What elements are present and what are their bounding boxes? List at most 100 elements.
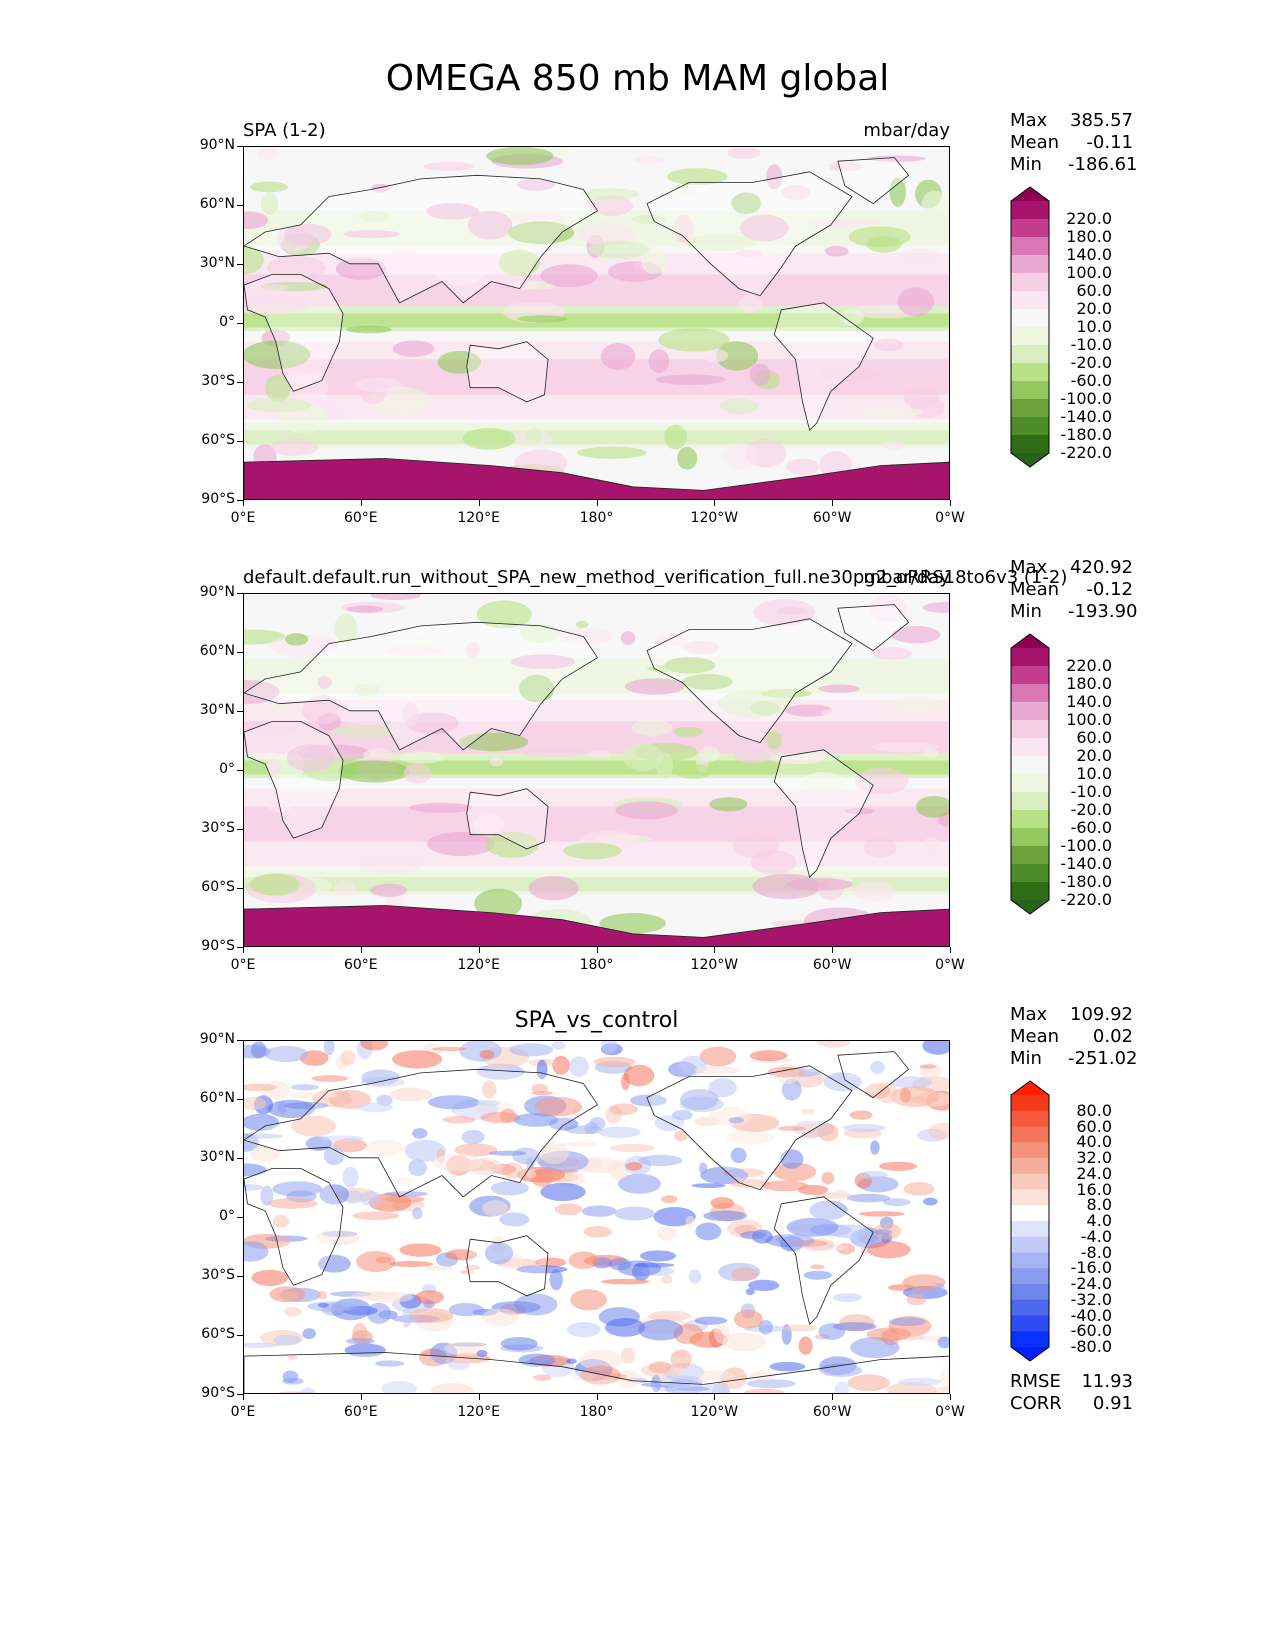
stat-row-max: Max 109.92 bbox=[1010, 1004, 1133, 1026]
lon-tick bbox=[478, 1394, 480, 1400]
lon-tick-label: 0°E bbox=[230, 1404, 256, 1420]
lat-tick-label: 30°N bbox=[199, 255, 235, 271]
lon-tick bbox=[714, 1394, 716, 1400]
lat-tick-label: 30°S bbox=[201, 373, 235, 389]
lat-tick bbox=[237, 947, 243, 948]
stat-row-min: Min -193.90 bbox=[1010, 601, 1137, 623]
panel-title-left: default.default.run_without_SPA_new_meth… bbox=[243, 567, 1068, 588]
colorbar-segment bbox=[1011, 1299, 1049, 1316]
stat-value: -186.61 bbox=[1068, 154, 1138, 175]
colorbar-tick-label: 40.0 bbox=[1076, 1132, 1112, 1152]
stat-label: Max bbox=[1010, 1004, 1048, 1025]
colorbar-segment bbox=[1011, 882, 1049, 901]
colorbar-tick-label: -10.0 bbox=[1070, 782, 1112, 801]
colorbar-segment bbox=[1011, 756, 1049, 775]
coastline bbox=[244, 1168, 344, 1286]
lon-tick-label: 180° bbox=[579, 1404, 614, 1420]
colorbar-tick-label: 24.0 bbox=[1076, 1163, 1112, 1183]
colorbar-segment bbox=[1011, 417, 1049, 436]
lat-tick bbox=[237, 1217, 243, 1218]
coastline bbox=[244, 274, 344, 392]
colorbar-extend-min bbox=[1011, 453, 1049, 467]
lon-tick-label: 60°W bbox=[812, 510, 852, 526]
lat-tick bbox=[237, 770, 243, 771]
colorbar-segment bbox=[1011, 345, 1049, 364]
colorbar-tick-label: -40.0 bbox=[1070, 1305, 1112, 1325]
coastline bbox=[837, 157, 910, 205]
colorbar-segment bbox=[1011, 1268, 1049, 1285]
colorbar-segment bbox=[1011, 846, 1049, 865]
lon-tick-label: 120°W bbox=[690, 1404, 739, 1420]
colorbar-tick-label: -20.0 bbox=[1070, 800, 1112, 819]
colorbar-tick-label: 8.0 bbox=[1086, 1195, 1112, 1215]
lat-tick bbox=[237, 1394, 243, 1395]
colorbar-tick-label: 60.0 bbox=[1076, 728, 1112, 747]
metric-row-corr: CORR 0.91 bbox=[1010, 1393, 1133, 1415]
lat-tick-label: 90°S bbox=[201, 1385, 235, 1401]
coastline bbox=[466, 1235, 549, 1297]
colorbar-tick-label: 4.0 bbox=[1086, 1211, 1112, 1230]
colorbar-diff bbox=[1010, 1080, 1050, 1362]
colorbar-tick-label: -180.0 bbox=[1060, 425, 1112, 444]
coastline bbox=[244, 721, 344, 839]
colorbar-segment bbox=[1011, 684, 1049, 703]
coastline bbox=[646, 171, 853, 297]
lat-tick-label: 90°N bbox=[199, 1031, 235, 1047]
colorbar-segment bbox=[1011, 774, 1049, 793]
lat-tick bbox=[237, 205, 243, 206]
colorbar-tick-label: 80.0 bbox=[1076, 1100, 1112, 1120]
lon-tick bbox=[832, 1394, 834, 1400]
lon-tick-label: 120°E bbox=[457, 1404, 500, 1420]
lat-tick bbox=[237, 500, 243, 501]
coastline bbox=[466, 341, 549, 403]
colorbar-tick-label: -140.0 bbox=[1060, 854, 1112, 873]
colorbar-segment bbox=[1011, 237, 1049, 256]
colorbar-segment bbox=[1011, 1315, 1049, 1332]
contour-field bbox=[244, 1041, 949, 1393]
coastline bbox=[773, 749, 874, 878]
lat-tick bbox=[237, 441, 243, 442]
lat-tick bbox=[237, 1040, 243, 1041]
stat-row-min: Min -251.02 bbox=[1010, 1048, 1138, 1070]
lat-tick-label: 30°N bbox=[199, 1149, 235, 1165]
lon-tick-label: 0°E bbox=[230, 957, 256, 973]
colorbar-segment bbox=[1011, 1189, 1049, 1206]
lat-tick-label: 30°N bbox=[199, 702, 235, 718]
colorbar-segment bbox=[1011, 1236, 1049, 1253]
colorbar-segment bbox=[1011, 435, 1049, 454]
coastline bbox=[244, 1068, 599, 1198]
lon-tick bbox=[243, 500, 244, 506]
lat-tick-label: 60°N bbox=[199, 643, 235, 659]
colorbar-segment bbox=[1011, 381, 1049, 400]
lon-tick bbox=[832, 947, 834, 953]
colorbar-tick-label: 20.0 bbox=[1076, 746, 1112, 765]
lon-tick bbox=[596, 1394, 598, 1400]
coastline bbox=[244, 174, 599, 304]
lon-tick-label: 120°E bbox=[457, 510, 500, 526]
colorbar-segment bbox=[1011, 291, 1049, 310]
map-panel bbox=[243, 146, 950, 500]
lat-tick bbox=[237, 1099, 243, 1100]
lat-tick bbox=[237, 382, 243, 383]
colorbar-tick-label: 100.0 bbox=[1066, 710, 1112, 729]
map-panel bbox=[243, 1040, 950, 1394]
stat-row-mean: Mean 0.02 bbox=[1010, 1026, 1133, 1048]
coastline bbox=[773, 1196, 874, 1325]
stat-row-mean: Mean -0.12 bbox=[1010, 579, 1133, 601]
colorbar-tick-label: -60.0 bbox=[1070, 1321, 1112, 1341]
coastline bbox=[646, 618, 853, 744]
lon-tick-label: 0°W bbox=[935, 1404, 965, 1420]
colorbar-tick-label: -100.0 bbox=[1060, 389, 1112, 408]
colorbar-tick-label: -32.0 bbox=[1070, 1289, 1112, 1309]
stat-value: -251.02 bbox=[1068, 1048, 1138, 1069]
stat-label: Mean bbox=[1010, 1026, 1060, 1047]
lat-tick-label: 0° bbox=[219, 314, 235, 330]
stat-value: -0.12 bbox=[1086, 579, 1133, 600]
lat-tick-label: 0° bbox=[219, 761, 235, 777]
panel-units: mbar/day bbox=[863, 567, 950, 588]
coastline bbox=[244, 621, 599, 751]
lon-tick-label: 60°E bbox=[343, 1404, 378, 1420]
coastline bbox=[466, 788, 549, 850]
colorbar-omega bbox=[1010, 186, 1050, 468]
stat-value: 109.92 bbox=[1070, 1004, 1133, 1025]
